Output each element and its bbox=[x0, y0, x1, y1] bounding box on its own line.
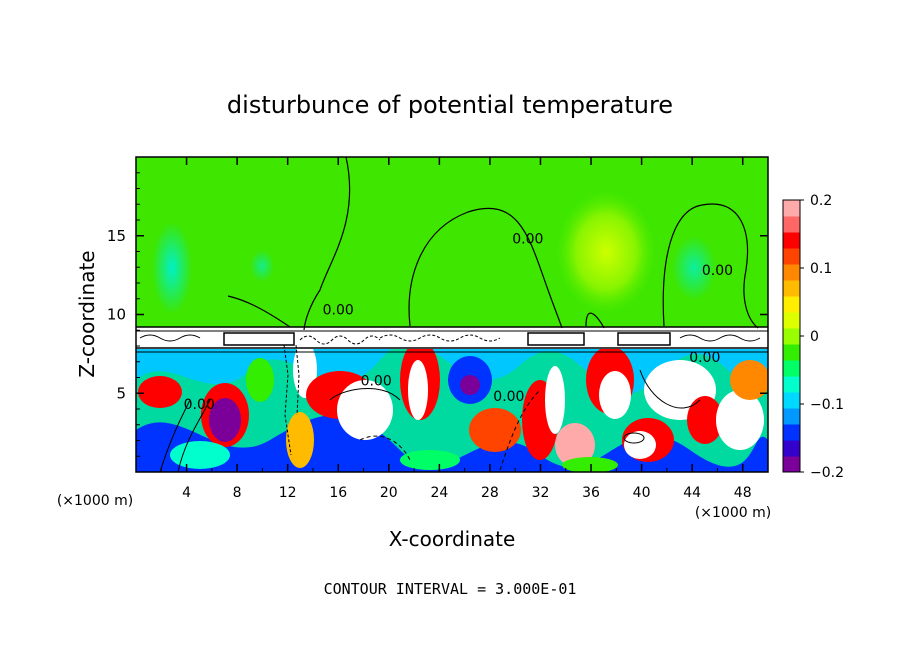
cyan-region bbox=[250, 250, 274, 282]
x-unit-right: (×1000 m) bbox=[695, 505, 771, 521]
y-axis: 5 10 15 bbox=[107, 172, 768, 457]
colorbar-tick-label: −0.2 bbox=[810, 465, 844, 481]
x-tick-label: 44 bbox=[683, 485, 701, 501]
colorbar-swatch bbox=[783, 344, 800, 361]
colorbar-swatch bbox=[783, 232, 800, 249]
colorbar-swatch bbox=[783, 456, 800, 473]
x-tick-label: 40 bbox=[633, 485, 651, 501]
x-tick-label: 8 bbox=[233, 485, 242, 501]
colorbar-swatch bbox=[783, 408, 800, 425]
colorbar-tick-label: 0 bbox=[810, 329, 819, 345]
x-tick-label: 12 bbox=[279, 485, 297, 501]
contour-label: 0.00 bbox=[323, 303, 354, 319]
y-axis-label: Z-coordinate bbox=[75, 250, 99, 377]
colorbar-swatch bbox=[783, 200, 800, 217]
colorbar-swatch bbox=[783, 248, 800, 265]
warm-region bbox=[556, 190, 656, 314]
colorbar-swatch bbox=[783, 296, 800, 313]
contour-label: 0.00 bbox=[361, 373, 392, 389]
x-tick-label: 28 bbox=[481, 485, 499, 501]
colorbar-swatch bbox=[783, 376, 800, 393]
x-tick-label: 48 bbox=[734, 485, 752, 501]
y-tick-label: 5 bbox=[116, 384, 126, 402]
contour-interval-annotation: CONTOUR INTERVAL = 3.000E-01 bbox=[324, 580, 577, 598]
x-tick-label: 20 bbox=[380, 485, 398, 501]
x-axis: 4 8 12 16 20 24 28 32 36 40 44 48 bbox=[160, 157, 752, 501]
chart-title: disturbunce of potential temperature bbox=[227, 91, 673, 119]
y-tick-label: 10 bbox=[107, 306, 126, 324]
y-tick-label: 15 bbox=[107, 227, 126, 245]
contour-label: 0.00 bbox=[702, 263, 733, 279]
colorbar-swatch bbox=[783, 424, 800, 441]
x-tick-label: 4 bbox=[182, 485, 191, 501]
x-axis-label: X-coordinate bbox=[389, 527, 516, 551]
x-tick-label: 16 bbox=[329, 485, 347, 501]
cyan-region bbox=[672, 236, 716, 300]
colorbar-swatch bbox=[783, 328, 800, 345]
contour-labels: 0.00 0.00 0.00 0.00 0.00 0.00 0.00 bbox=[184, 232, 733, 413]
x-unit-left: (×1000 m) bbox=[57, 493, 133, 509]
colorbar-swatch bbox=[783, 440, 800, 457]
colorbar-tick-label: 0.1 bbox=[810, 261, 832, 277]
colorbar-swatch bbox=[783, 280, 800, 297]
colorbar-tick-label: 0.2 bbox=[810, 193, 832, 209]
colorbar-tick-label: −0.1 bbox=[810, 397, 844, 413]
colorbar-swatch bbox=[783, 312, 800, 329]
colorbar-swatch bbox=[783, 264, 800, 281]
lower-turbulent-layer bbox=[136, 340, 768, 472]
contour-label: 0.00 bbox=[689, 350, 720, 366]
plot-area bbox=[136, 157, 768, 472]
colorbar-swatch bbox=[783, 392, 800, 409]
contour-label: 0.00 bbox=[493, 389, 524, 405]
colorbar: 0.2 0.1 0 −0.1 −0.2 bbox=[782, 193, 844, 481]
cyan-region bbox=[152, 222, 192, 314]
x-tick-label: 36 bbox=[582, 485, 600, 501]
contour-label: 0.00 bbox=[184, 397, 215, 413]
zero-contours bbox=[159, 157, 759, 472]
contour-band bbox=[136, 326, 768, 456]
colorbar-swatch bbox=[783, 216, 800, 233]
contour-label: 0.00 bbox=[512, 232, 543, 248]
x-tick-label: 24 bbox=[430, 485, 448, 501]
colorbar-swatch bbox=[783, 360, 800, 377]
x-tick-label: 32 bbox=[532, 485, 550, 501]
